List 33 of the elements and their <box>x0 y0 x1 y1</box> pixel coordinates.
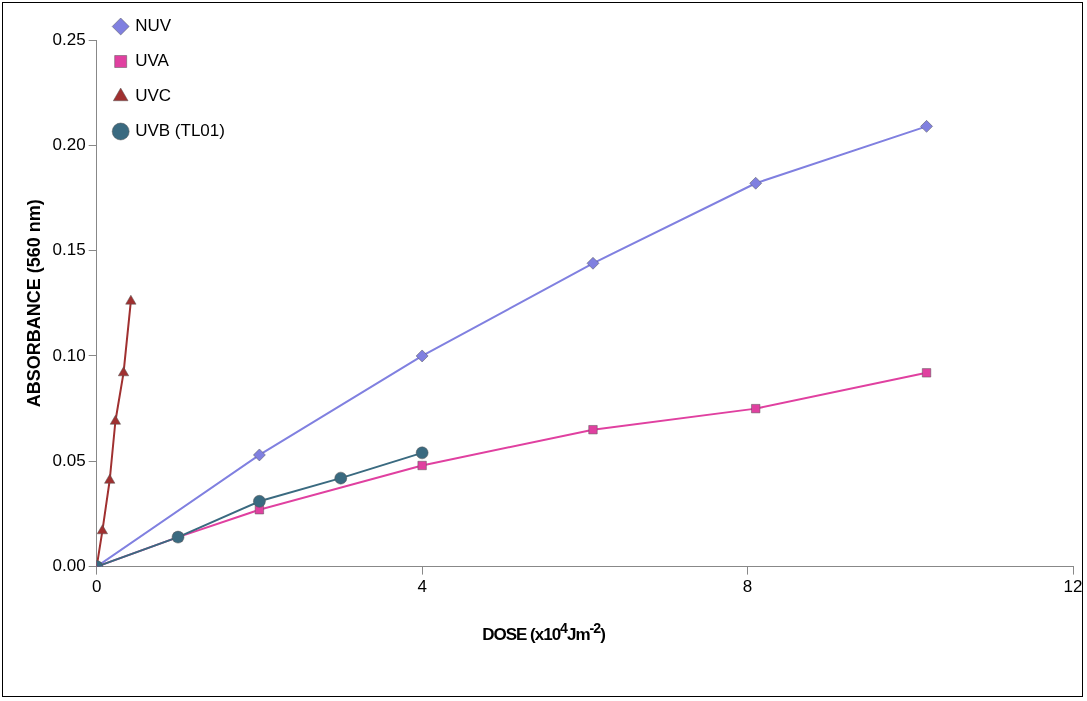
x-tick-label: 0 <box>91 577 102 597</box>
legend-label: NUV <box>135 16 172 36</box>
point <box>415 349 429 363</box>
y-tick-label: 0.05 <box>52 450 86 470</box>
y-tick-label: 0.00 <box>52 556 86 576</box>
point <box>96 524 108 535</box>
y-tick-label: 0.20 <box>52 135 86 155</box>
point <box>104 473 116 484</box>
legend-label: UVC <box>135 86 172 106</box>
x-tick-label: 8 <box>742 577 753 597</box>
x-tick-label: 4 <box>417 577 427 597</box>
y-tick-label: 0.15 <box>52 240 86 260</box>
x-axis-title: DOSE (x10$^{4}$Jm$^{-2}$) <box>481 620 606 645</box>
y-tick-label: 0.10 <box>52 345 86 365</box>
point <box>125 294 137 305</box>
legend-label: UVA <box>135 51 170 71</box>
point <box>417 461 427 470</box>
point <box>749 176 762 190</box>
point <box>334 471 348 485</box>
point <box>415 446 429 460</box>
y-axis-title: ABSORBANCE (560 nm) <box>23 199 44 408</box>
point <box>588 425 598 435</box>
point <box>586 257 600 270</box>
x-tick-label: 12 <box>1063 577 1083 597</box>
y-tick-label: 0.25 <box>52 29 86 49</box>
point <box>118 366 129 377</box>
point <box>253 495 266 508</box>
point <box>109 415 121 425</box>
point <box>253 448 266 462</box>
point <box>920 120 933 133</box>
point <box>922 368 932 378</box>
point <box>751 404 761 414</box>
legend-label: UVB (TL01) <box>135 121 225 141</box>
